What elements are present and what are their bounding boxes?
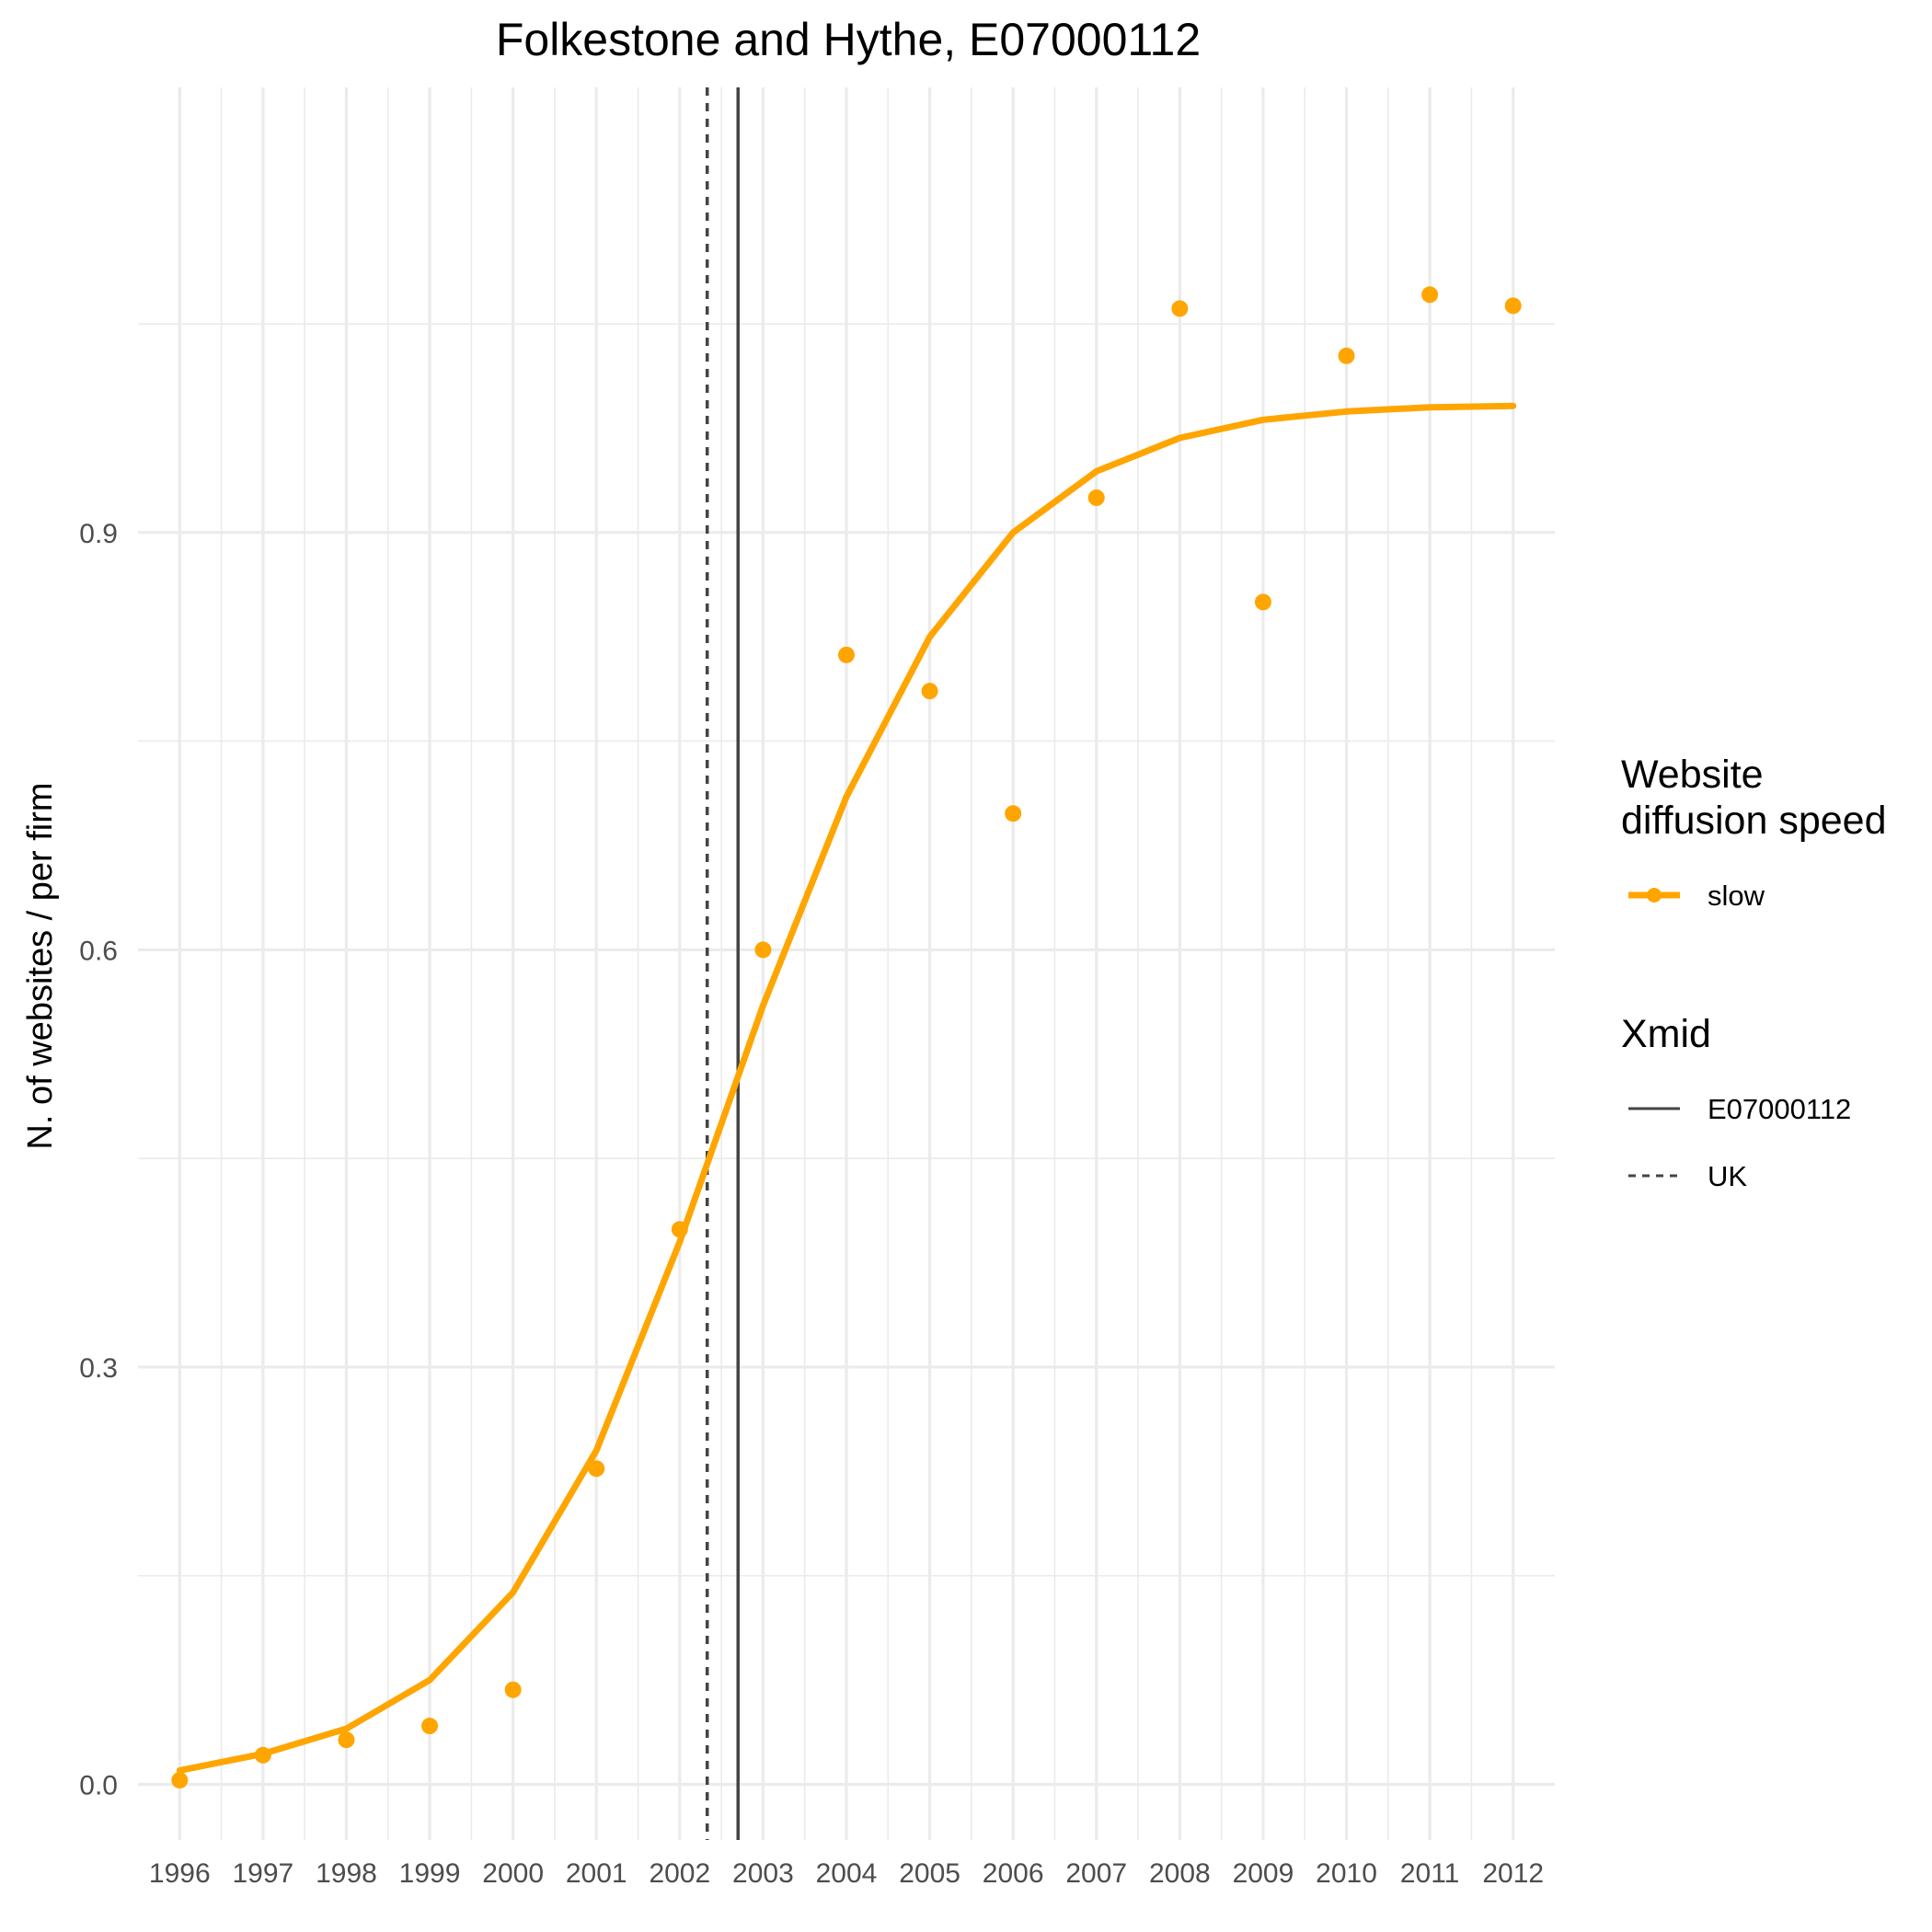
legend-title-speed-line-1: Website (1621, 753, 1764, 797)
y-tick-label: 0.0 (79, 1771, 118, 1801)
data-point (1087, 489, 1105, 507)
data-point (838, 646, 855, 663)
grid-major (138, 87, 1555, 1840)
data-point (1338, 347, 1355, 364)
x-tick-label: 1997 (233, 1858, 294, 1889)
legend-label-e07000112: E07000112 (1708, 1093, 1851, 1125)
data-point (588, 1460, 605, 1478)
x-tick-label: 2006 (983, 1858, 1044, 1889)
data-point (671, 1221, 688, 1238)
x-tick-label: 1996 (149, 1858, 211, 1889)
x-tick-label: 2001 (566, 1858, 627, 1889)
data-point (754, 941, 772, 959)
data-point (171, 1771, 189, 1788)
legend-key-slow-point (1647, 888, 1662, 903)
x-tick-label: 2002 (649, 1858, 710, 1889)
legend-title-xmid: Xmid (1621, 1012, 1711, 1056)
chart-title: Folkestone and Hythe, E07000112 (496, 14, 1201, 65)
x-tick-label: 2011 (1400, 1858, 1460, 1889)
data-point (1504, 297, 1522, 315)
y-axis-title: N. of websites / per firm (21, 782, 60, 1149)
data-point (421, 1718, 439, 1735)
data-point (1005, 805, 1022, 822)
y-tick-label: 0.3 (79, 1353, 118, 1384)
data-points (171, 286, 1522, 1788)
x-tick-label: 2004 (816, 1858, 878, 1889)
x-tick-labels: 1996 1997 1998 1999 2000 2001 2002 2003 2004 2005… (149, 1858, 1544, 1889)
data-point (1254, 593, 1271, 611)
data-point (504, 1681, 522, 1698)
x-tick-label: 1998 (316, 1858, 377, 1889)
x-tick-label: 2009 (1233, 1858, 1294, 1889)
xmid-lines (705, 87, 740, 1840)
x-tick-label: 2007 (1065, 1858, 1127, 1889)
legend-label-slow: slow (1708, 880, 1765, 912)
y-tick-label: 0.6 (79, 936, 118, 966)
data-point (921, 683, 938, 700)
x-tick-label: 2003 (732, 1858, 794, 1889)
x-tick-label: 1999 (399, 1858, 461, 1889)
legend: Website diffusion speed slow Xmid E07000… (1621, 753, 1887, 1192)
data-point (338, 1731, 355, 1749)
data-point (1171, 300, 1189, 317)
x-tick-label: 2012 (1482, 1858, 1544, 1889)
data-point (254, 1746, 271, 1764)
y-tick-labels: 0.0 0.3 0.6 0.9 (79, 519, 118, 1801)
x-tick-label: 2005 (899, 1858, 960, 1889)
legend-label-uk: UK (1708, 1160, 1747, 1192)
x-tick-label: 2000 (482, 1858, 544, 1889)
x-tick-label: 2008 (1149, 1858, 1211, 1889)
fit-line-slow (176, 402, 1517, 1774)
data-point (1421, 286, 1439, 304)
legend-title-speed-line-2: diffusion speed (1621, 799, 1887, 843)
fit-lines (176, 402, 1517, 1774)
x-tick-label: 2010 (1316, 1858, 1377, 1889)
y-tick-label: 0.9 (79, 519, 118, 549)
